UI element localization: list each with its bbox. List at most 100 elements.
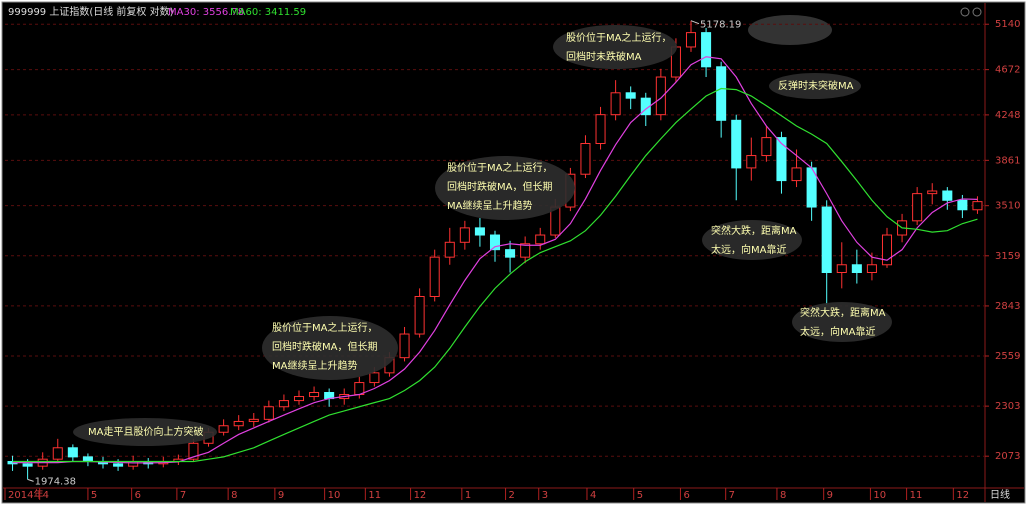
min-label: 1974.38 bbox=[35, 476, 76, 487]
candle-body bbox=[957, 199, 968, 211]
x-tick-label: 8 bbox=[231, 490, 237, 501]
candle-body bbox=[716, 66, 727, 121]
candle-body bbox=[791, 167, 802, 182]
annotation-bubble bbox=[73, 418, 217, 446]
annotation-bubble bbox=[435, 156, 575, 220]
annotation-bubble bbox=[792, 302, 892, 342]
candle-body bbox=[776, 137, 787, 182]
candle-body bbox=[942, 190, 953, 201]
annotation-text: 股价位于MA之上运行， bbox=[566, 31, 671, 44]
candle-body bbox=[761, 137, 772, 157]
candle-body bbox=[685, 32, 697, 48]
chart-title: 999999 上证指数(日线 前复权 对数) bbox=[8, 5, 174, 18]
y-tick-label: 3861 bbox=[995, 155, 1020, 166]
candle-body bbox=[701, 32, 712, 68]
annotation-text: 反弹时未突破MA bbox=[778, 79, 854, 92]
annotation-text: 回档时未跌破MA bbox=[566, 50, 642, 63]
candle-body bbox=[248, 418, 259, 422]
annotation-bubble bbox=[262, 316, 398, 380]
empty-bubble bbox=[748, 15, 832, 45]
zoom-out-icon[interactable] bbox=[972, 7, 982, 17]
annotation-bubble bbox=[769, 73, 861, 99]
candle-body bbox=[505, 249, 516, 258]
annotation-text: 太远，向MA靠近 bbox=[800, 325, 875, 338]
annotation-text: MA走平且股价向上方突破 bbox=[88, 425, 203, 438]
candle-body bbox=[67, 447, 78, 458]
annotation-text: 回档时跌破MA，但长期 bbox=[447, 180, 552, 193]
candle-body bbox=[489, 234, 501, 251]
candle-body bbox=[580, 143, 591, 175]
candle-body bbox=[836, 264, 847, 273]
annotation-text: MA继续呈上升趋势 bbox=[272, 359, 357, 372]
candle-body bbox=[927, 190, 938, 195]
x-tick-label: 11 bbox=[910, 490, 923, 501]
x-tick-label: 9 bbox=[827, 490, 833, 501]
candle-body bbox=[655, 76, 666, 116]
candle-body bbox=[399, 333, 410, 359]
candle-body bbox=[595, 114, 606, 145]
x-tick-label: 6 bbox=[683, 490, 689, 501]
max-pointer bbox=[690, 20, 700, 25]
y-tick-label: 2073 bbox=[995, 451, 1020, 462]
x-tick-label: 4 bbox=[590, 490, 596, 501]
x-tick-label: 7 bbox=[180, 490, 186, 501]
y-tick-label: 4248 bbox=[995, 110, 1020, 121]
candle-body bbox=[233, 420, 244, 427]
period-label: 日线 bbox=[990, 488, 1010, 501]
x-tick-label: 4 bbox=[43, 490, 49, 501]
x-tick-label: 1 bbox=[465, 490, 471, 501]
x-tick-label: 9 bbox=[278, 490, 284, 501]
y-tick-label: 2843 bbox=[995, 301, 1020, 312]
annotation-text: 突然大跌，距离MA bbox=[800, 306, 886, 319]
y-tick-label: 4672 bbox=[995, 65, 1020, 76]
candle-body bbox=[369, 372, 380, 384]
candle-body bbox=[731, 119, 742, 169]
candle-body bbox=[414, 295, 425, 335]
annotation-text: MA继续呈上升趋势 bbox=[447, 199, 532, 212]
x-tick-label: 12 bbox=[956, 490, 969, 501]
annotation-text: 太远，向MA靠近 bbox=[711, 243, 786, 256]
candle-body bbox=[520, 243, 531, 258]
x-tick-label: 5 bbox=[91, 490, 97, 501]
x-tick-label: 3 bbox=[542, 490, 548, 501]
x-tick-label: 6 bbox=[135, 490, 141, 501]
candle-body bbox=[188, 442, 199, 460]
zoom-in-icon[interactable] bbox=[960, 7, 970, 17]
candle-body bbox=[263, 406, 274, 420]
candle-body bbox=[113, 463, 124, 467]
annotation-text: 股价位于MA之上运行， bbox=[272, 321, 377, 334]
y-tick-label: 2303 bbox=[995, 401, 1020, 412]
candle-body bbox=[881, 234, 893, 266]
y-tick-label: 3510 bbox=[995, 201, 1020, 212]
x-tick-label: 2 bbox=[509, 490, 515, 501]
candle-body bbox=[309, 391, 320, 398]
candle-body bbox=[82, 456, 93, 462]
candle-body bbox=[625, 92, 636, 99]
candle-body bbox=[535, 234, 546, 245]
y-tick-label: 3159 bbox=[995, 251, 1020, 262]
candle-body bbox=[52, 447, 63, 460]
legend-entry: MA30: 3556.78 bbox=[168, 7, 244, 18]
max-label: 5178.19 bbox=[700, 20, 741, 31]
annotation-text: 股价位于MA之上运行， bbox=[447, 161, 552, 174]
candle-body bbox=[22, 463, 33, 467]
annotation-text: 突然大跌，距离MA bbox=[711, 224, 797, 237]
x-tick-label: 10 bbox=[873, 490, 886, 501]
candle-body bbox=[444, 241, 455, 258]
candle-body bbox=[746, 155, 757, 169]
x-tick-label: 11 bbox=[368, 490, 381, 501]
x-tick-label: 10 bbox=[328, 490, 341, 501]
candle-body bbox=[866, 264, 877, 273]
min-pointer bbox=[27, 478, 34, 482]
x-tick-label: 8 bbox=[780, 490, 786, 501]
ma-line bbox=[12, 56, 978, 464]
candle-body bbox=[610, 92, 621, 116]
candle-body bbox=[293, 396, 305, 402]
x-tick-label: 2014年 bbox=[8, 488, 43, 501]
x-tick-label: 12 bbox=[414, 490, 427, 501]
candle-body bbox=[972, 201, 983, 211]
y-tick-label: 2559 bbox=[995, 351, 1020, 362]
candle-body bbox=[429, 256, 440, 297]
legend-entry: MA60: 3411.59 bbox=[230, 7, 306, 18]
